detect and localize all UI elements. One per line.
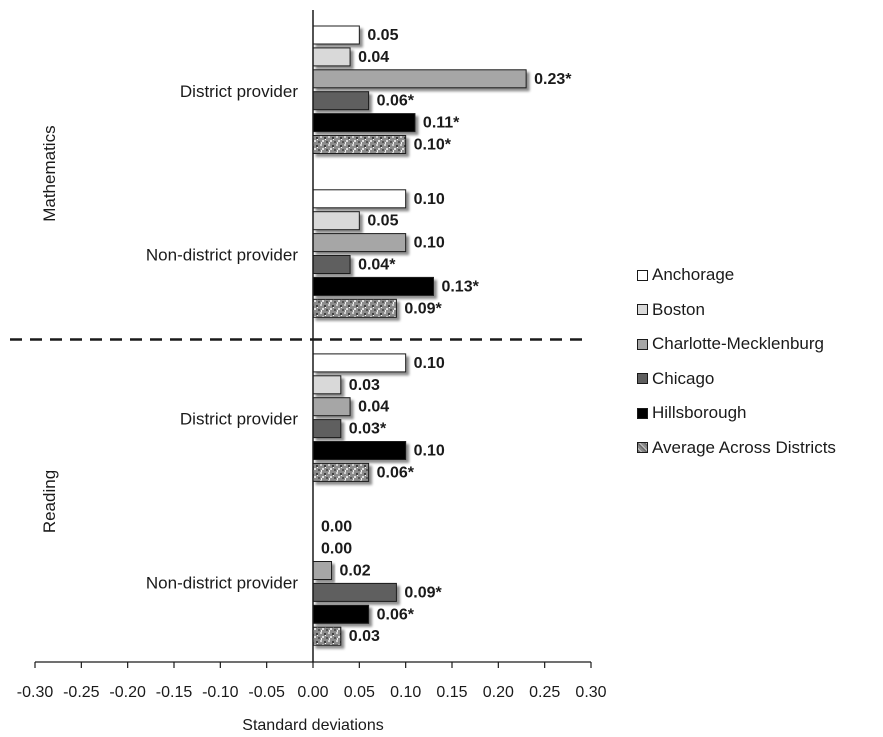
legend-swatch (637, 373, 648, 385)
data-label: 0.06* (377, 464, 415, 481)
x-tick-label: -0.30 (17, 684, 54, 701)
group-label: Non-district provider (146, 573, 298, 592)
x-tick-label: -0.10 (202, 684, 239, 701)
data-label: 0.03* (349, 421, 387, 438)
legend-item: Boston (637, 293, 877, 328)
bar (312, 582, 397, 602)
legend-item: Hillsborough (637, 396, 877, 431)
data-label: 0.04* (358, 257, 396, 274)
group-label: District provider (180, 82, 298, 101)
legend-label: Average Across Districts (652, 437, 836, 457)
x-tick-label: 0.25 (529, 684, 560, 701)
bar (312, 211, 360, 231)
bar (312, 113, 416, 133)
legend-item: Anchorage (637, 258, 877, 293)
x-tick-label: -0.05 (248, 684, 285, 701)
bar (312, 604, 370, 624)
bar (312, 69, 527, 89)
data-label: 0.10 (414, 443, 445, 460)
bar (312, 47, 351, 67)
bar (312, 255, 351, 274)
bar (312, 462, 370, 482)
legend-swatch (637, 442, 648, 454)
x-axis-title: Standard deviations (242, 717, 383, 734)
x-tick-label: 0.00 (297, 684, 328, 701)
legend: Anchorage Boston Charlotte-Mecklenburg Chic… (637, 258, 877, 465)
legend-swatch (637, 304, 648, 316)
bar (312, 561, 333, 580)
legend-swatch (637, 338, 648, 350)
x-tick-label: -0.20 (109, 684, 146, 701)
data-label: 0.10 (414, 191, 445, 208)
bar (312, 298, 397, 318)
bar (312, 135, 407, 154)
data-label: 0.13* (441, 278, 479, 295)
legend-swatch (637, 269, 648, 281)
data-label: 0.05 (367, 27, 398, 44)
data-label: 0.05 (367, 213, 398, 230)
legend-label: Hillsborough (652, 403, 747, 423)
data-label: 0.04 (358, 49, 389, 66)
legend-swatch (637, 407, 648, 419)
legend-item: Average Across Districts (637, 431, 877, 466)
legend-label: Boston (652, 299, 705, 319)
data-label: 0.23* (534, 71, 572, 88)
x-tick-label: 0.20 (483, 684, 514, 701)
data-label: 0.06* (377, 93, 415, 110)
data-label: 0.10 (414, 235, 445, 252)
legend-item: Chicago (637, 362, 877, 397)
data-label: 0.09* (404, 584, 442, 601)
bar (312, 91, 370, 111)
data-label: 0.00 (321, 541, 352, 558)
group-label: Non-district provider (146, 246, 298, 265)
data-label: 0.02 (340, 563, 371, 580)
legend-label: Charlotte-Mecklenburg (652, 334, 824, 354)
x-tick-label: -0.15 (156, 684, 193, 701)
x-tick-label: 0.30 (575, 684, 606, 701)
x-tick-label: 0.10 (390, 684, 421, 701)
data-label: 0.00 (321, 519, 352, 536)
data-label: 0.06* (377, 606, 415, 623)
bar (312, 276, 434, 296)
bar (312, 233, 407, 253)
data-label: 0.03 (349, 628, 380, 645)
bar (312, 25, 360, 45)
data-label: 0.03 (349, 377, 380, 394)
bar (312, 397, 351, 417)
bar (312, 375, 342, 395)
group-label: District provider (180, 410, 298, 429)
bar (312, 353, 407, 373)
x-tick-label: -0.25 (63, 684, 100, 701)
panel-label: Mathematics (40, 125, 59, 221)
data-label: 0.10* (414, 137, 452, 154)
data-label: 0.04 (358, 399, 389, 416)
panel-label: Reading (40, 470, 59, 533)
bar (312, 626, 342, 646)
x-tick-label: 0.05 (344, 684, 375, 701)
x-tick-label: 0.15 (436, 684, 467, 701)
bar (312, 441, 407, 460)
legend-label: Chicago (652, 368, 715, 388)
legend-label: Anchorage (652, 265, 735, 285)
bar (312, 189, 407, 209)
data-label: 0.09* (404, 300, 442, 317)
bar (312, 419, 342, 439)
legend-item: Charlotte-Mecklenburg (637, 327, 877, 362)
data-label: 0.11* (423, 115, 460, 132)
data-label: 0.10 (414, 355, 445, 372)
